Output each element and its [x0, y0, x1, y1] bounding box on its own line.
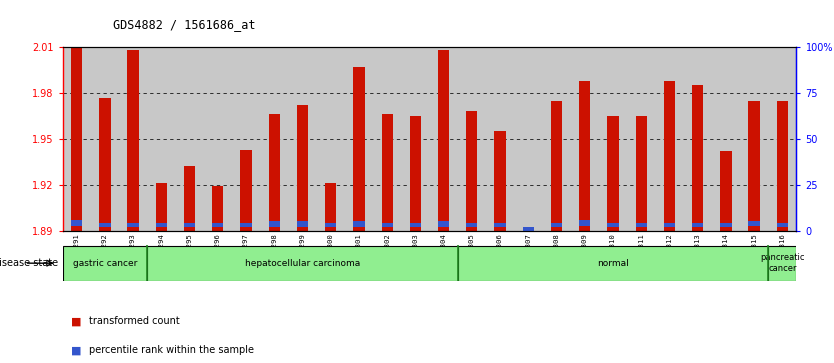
Bar — [381, 114, 393, 231]
Bar — [579, 81, 590, 231]
Bar — [128, 50, 138, 231]
Bar — [438, 221, 450, 228]
Bar — [212, 223, 224, 228]
Bar — [438, 50, 450, 231]
Text: transformed count: transformed count — [89, 316, 180, 326]
Bar — [466, 111, 478, 231]
Bar — [523, 228, 534, 238]
Bar — [71, 47, 83, 231]
Bar — [495, 223, 505, 228]
Bar — [579, 220, 590, 226]
Bar — [184, 166, 195, 231]
Bar — [156, 183, 167, 231]
Bar — [63, 246, 148, 281]
Text: GDS4882 / 1561686_at: GDS4882 / 1561686_at — [113, 18, 255, 31]
Bar — [776, 101, 788, 231]
Bar — [776, 223, 788, 228]
Bar — [768, 246, 796, 281]
Text: percentile rank within the sample: percentile rank within the sample — [89, 345, 254, 355]
Bar — [607, 116, 619, 231]
Text: pancreatic
cancer: pancreatic cancer — [760, 253, 805, 273]
Bar — [99, 223, 111, 228]
Text: ■: ■ — [71, 316, 82, 326]
Bar — [409, 116, 421, 231]
Bar — [664, 223, 675, 228]
Bar — [240, 150, 252, 231]
Bar — [99, 98, 111, 231]
Bar — [523, 228, 534, 231]
Bar — [297, 221, 308, 228]
Bar — [551, 101, 562, 231]
Bar — [636, 116, 647, 231]
Bar — [692, 223, 703, 228]
Bar — [607, 223, 619, 228]
Text: normal: normal — [597, 259, 629, 268]
Bar — [212, 186, 224, 231]
Bar — [297, 105, 308, 231]
Bar — [458, 246, 768, 281]
Bar — [409, 223, 421, 228]
Bar — [466, 223, 478, 228]
Bar — [354, 67, 364, 231]
Bar — [748, 101, 760, 231]
Bar — [148, 246, 458, 281]
Bar — [240, 223, 252, 228]
Bar — [269, 114, 280, 231]
Bar — [636, 223, 647, 228]
Bar — [748, 221, 760, 226]
Bar — [156, 223, 167, 228]
Bar — [269, 221, 280, 228]
Bar — [325, 183, 336, 231]
Bar — [721, 151, 731, 231]
Bar — [721, 223, 731, 228]
Bar — [71, 220, 83, 226]
Text: hepatocellular carcinoma: hepatocellular carcinoma — [245, 259, 360, 268]
Bar — [325, 223, 336, 228]
Bar — [184, 223, 195, 228]
Text: disease state: disease state — [0, 258, 58, 268]
Bar — [664, 81, 675, 231]
Bar — [381, 223, 393, 228]
Text: gastric cancer: gastric cancer — [73, 259, 137, 268]
Bar — [495, 131, 505, 231]
Bar — [354, 221, 364, 228]
Text: ■: ■ — [71, 345, 82, 355]
Bar — [692, 85, 703, 231]
Bar — [551, 223, 562, 228]
Bar — [128, 223, 138, 228]
